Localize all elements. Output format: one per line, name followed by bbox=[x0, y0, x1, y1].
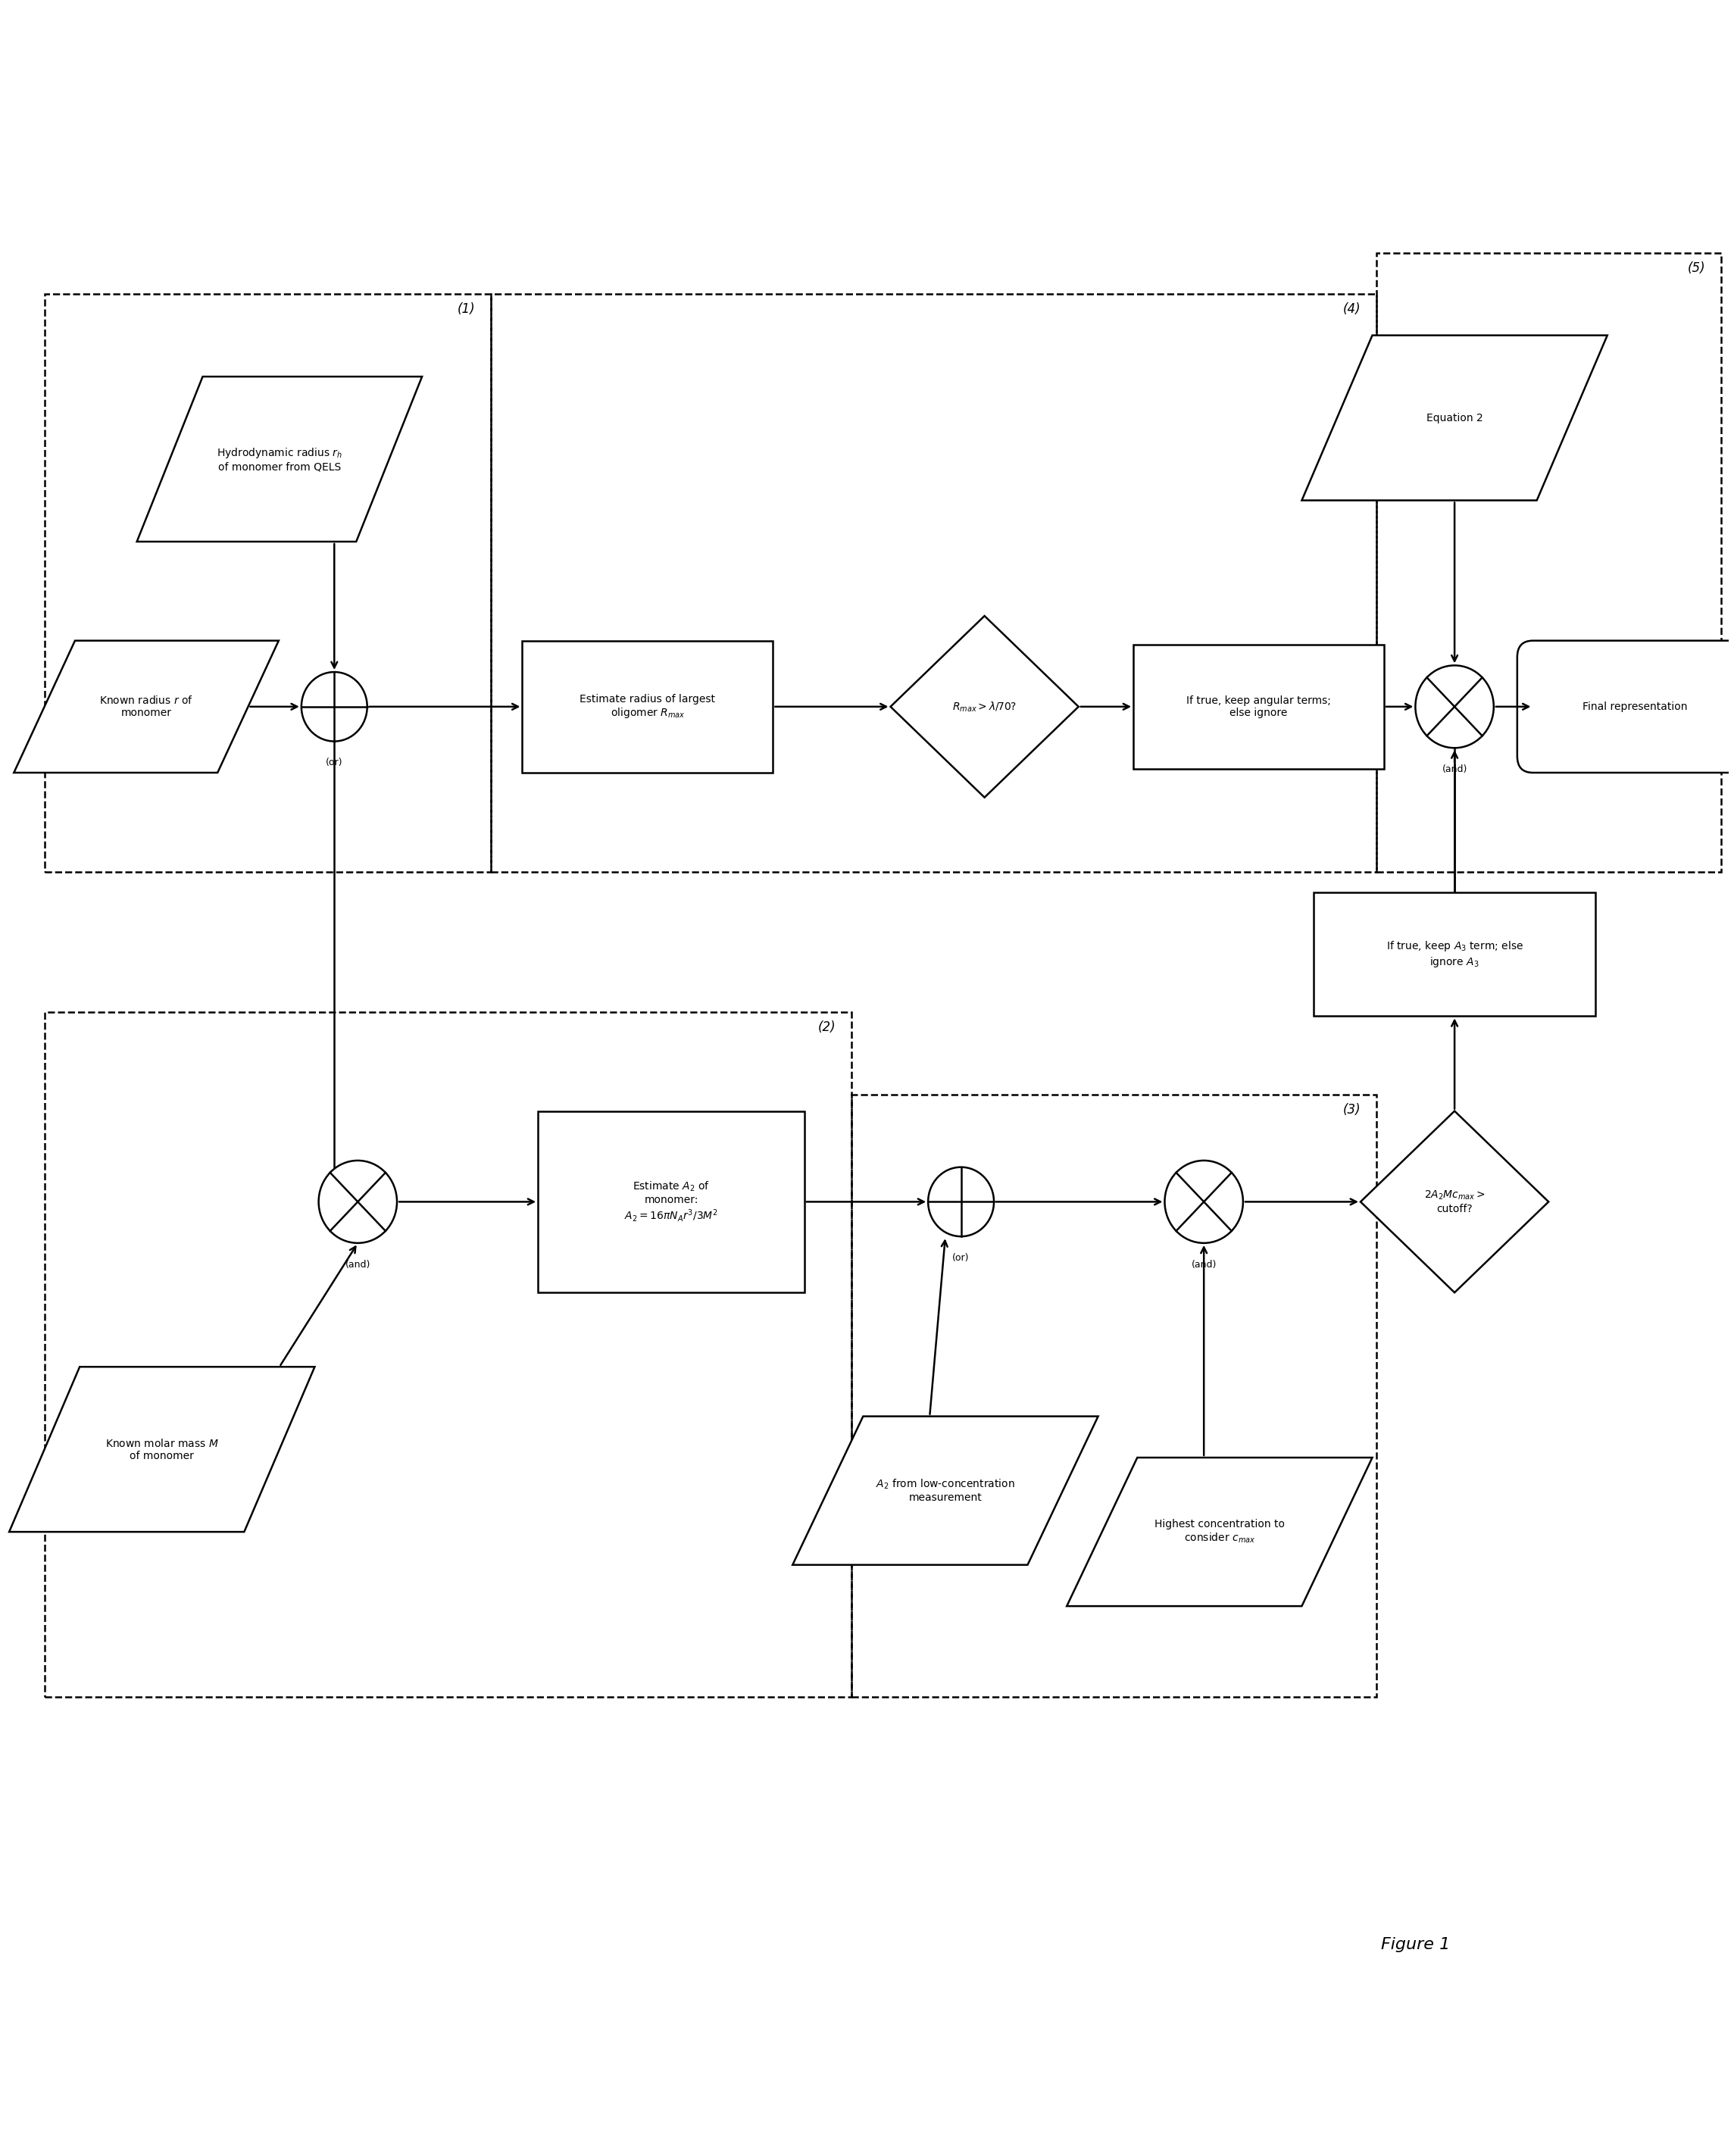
Text: Final representation: Final representation bbox=[1581, 701, 1687, 711]
Text: $2A_2Mc_{max}$$>$
cutoff?: $2A_2Mc_{max}$$>$ cutoff? bbox=[1424, 1190, 1486, 1214]
Text: Figure 1: Figure 1 bbox=[1380, 1936, 1450, 1951]
Bar bbox=[45, 293, 491, 871]
Circle shape bbox=[302, 673, 368, 742]
Text: Equation 2: Equation 2 bbox=[1427, 412, 1483, 423]
Circle shape bbox=[1415, 666, 1493, 748]
Text: (and): (and) bbox=[1191, 1259, 1217, 1270]
Text: Estimate radius of largest
oligomer $R_{max}$: Estimate radius of largest oligomer $R_{… bbox=[579, 694, 716, 720]
Polygon shape bbox=[792, 1416, 1098, 1565]
Text: (or): (or) bbox=[326, 757, 343, 768]
FancyBboxPatch shape bbox=[1517, 640, 1734, 772]
Text: Known molar mass $M$
of monomer: Known molar mass $M$ of monomer bbox=[106, 1438, 218, 1462]
Bar bbox=[1377, 252, 1720, 871]
Text: If true, keep angular terms;
else ignore: If true, keep angular terms; else ignore bbox=[1186, 694, 1332, 718]
Text: $R_{max}$$>$$\lambda$/70?: $R_{max}$$>$$\lambda$/70? bbox=[952, 701, 1016, 714]
Bar bbox=[45, 1011, 851, 1697]
Text: Highest concentration to
consider $c_{max}$: Highest concentration to consider $c_{ma… bbox=[1155, 1520, 1285, 1544]
Circle shape bbox=[1165, 1160, 1243, 1244]
Bar bbox=[538, 1110, 805, 1294]
Text: Estimate $A_2$ of
monomer:
$A_2=16\pi N_A r^3/3M^2$: Estimate $A_2$ of monomer: $A_2=16\pi N_… bbox=[624, 1179, 718, 1225]
Text: Hydrodynamic radius $r_h$
of monomer from QELS: Hydrodynamic radius $r_h$ of monomer fro… bbox=[217, 446, 342, 472]
Polygon shape bbox=[1066, 1457, 1372, 1606]
Circle shape bbox=[928, 1166, 994, 1235]
Text: If true, keep $A_3$ term; else
ignore $A_3$: If true, keep $A_3$ term; else ignore $A… bbox=[1385, 940, 1522, 968]
Bar bbox=[851, 1095, 1377, 1697]
Bar bbox=[1134, 645, 1384, 768]
Polygon shape bbox=[891, 617, 1079, 798]
Text: (and): (and) bbox=[345, 1259, 371, 1270]
Text: Known radius $r$ of
monomer: Known radius $r$ of monomer bbox=[99, 694, 192, 718]
Text: (2): (2) bbox=[818, 1020, 836, 1035]
Polygon shape bbox=[9, 1367, 314, 1533]
Text: $A_2$ from low-concentration
measurement: $A_2$ from low-concentration measurement bbox=[876, 1477, 1014, 1503]
Text: (4): (4) bbox=[1342, 302, 1361, 317]
Bar bbox=[1314, 893, 1595, 1015]
Polygon shape bbox=[137, 377, 421, 541]
Circle shape bbox=[319, 1160, 397, 1244]
Text: (or): (or) bbox=[952, 1253, 969, 1263]
Polygon shape bbox=[14, 640, 279, 772]
Bar bbox=[522, 640, 773, 772]
Bar bbox=[491, 293, 1377, 871]
Text: (1): (1) bbox=[458, 302, 475, 317]
Polygon shape bbox=[1361, 1110, 1548, 1294]
Text: (and): (and) bbox=[1443, 765, 1467, 774]
Text: (3): (3) bbox=[1342, 1102, 1361, 1117]
Text: (5): (5) bbox=[1687, 261, 1705, 274]
Polygon shape bbox=[1302, 336, 1607, 500]
